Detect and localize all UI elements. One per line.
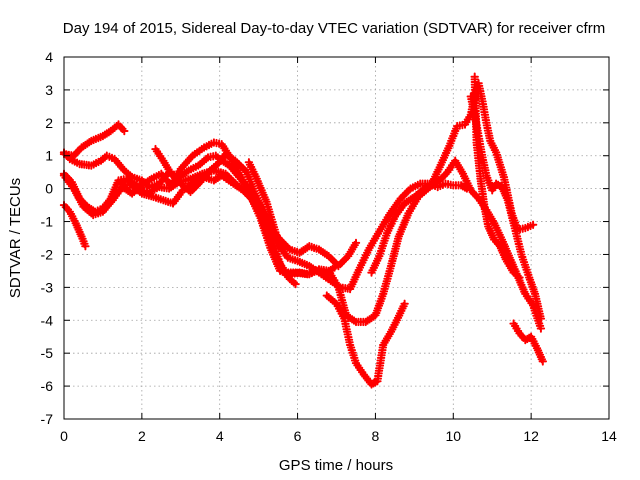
y-tick-label: 3	[45, 82, 53, 98]
plot-frame	[63, 56, 610, 420]
series-track-13	[509, 319, 547, 366]
data-series-layer	[59, 72, 547, 389]
x-tick-label: 14	[601, 428, 617, 444]
data-markers	[322, 291, 409, 389]
series-track-2	[59, 120, 129, 160]
chart-title: Day 194 of 2015, Sidereal Day-to-day VTE…	[63, 20, 605, 37]
data-markers	[59, 120, 129, 160]
data-markers	[244, 158, 287, 254]
data-markers	[151, 144, 300, 289]
axis-ticks	[63, 56, 610, 420]
series-track-12	[470, 72, 524, 282]
y-tick-label: -3	[41, 279, 54, 295]
y-tick-label: -4	[41, 312, 54, 328]
x-tick-labels: 0 2 4 6 8 10 12 14	[60, 428, 617, 444]
y-tick-labels: 4 3 2 1 0 -1 -2 -3 -4 -5 -6 -7	[41, 49, 54, 427]
y-tick-label: -5	[41, 345, 54, 361]
data-markers	[509, 319, 547, 366]
y-tick-label: 0	[45, 181, 53, 197]
x-tick-label: 8	[372, 428, 380, 444]
x-axis-label: GPS time / hours	[279, 457, 393, 474]
series-track-8	[244, 158, 287, 254]
y-tick-label: -6	[41, 378, 54, 394]
grid-lines	[64, 57, 609, 419]
x-tick-label: 4	[216, 428, 224, 444]
x-tick-label: 2	[138, 428, 146, 444]
series-track-7	[151, 144, 300, 289]
data-markers	[59, 166, 361, 271]
y-tick-label: 2	[45, 115, 53, 131]
y-tick-label: 1	[45, 148, 53, 164]
data-markers	[59, 138, 546, 333]
y-tick-label: 4	[45, 49, 53, 65]
y-tick-label: -7	[41, 411, 54, 427]
y-tick-label: -1	[41, 214, 54, 230]
data-markers	[470, 72, 524, 282]
y-axis-label: SDTVAR / TECUs	[7, 178, 24, 298]
x-tick-label: 6	[294, 428, 302, 444]
x-tick-label: 10	[445, 428, 461, 444]
y-tick-label: -2	[41, 246, 54, 262]
series-track-9	[322, 291, 409, 389]
series-track-5	[59, 138, 546, 333]
x-tick-label: 12	[523, 428, 539, 444]
series-track-3	[59, 166, 361, 271]
x-tick-label: 0	[60, 428, 68, 444]
